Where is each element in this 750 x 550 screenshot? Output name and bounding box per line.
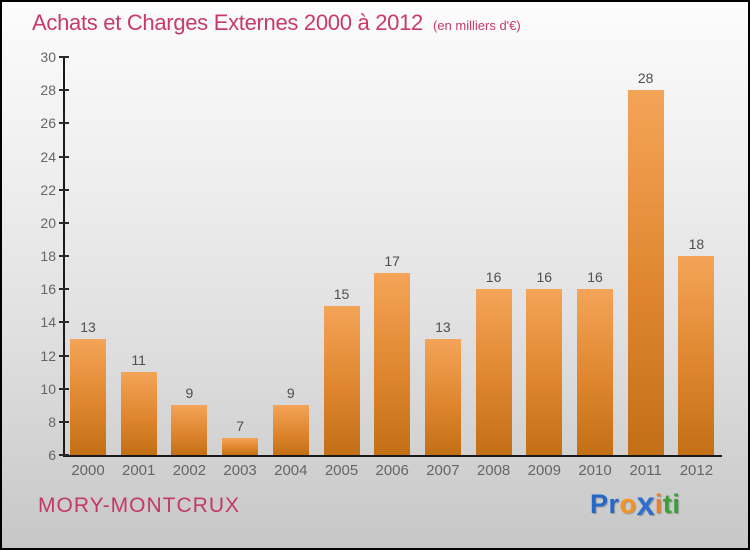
y-tick-label-12: 12	[40, 347, 56, 364]
y-tick-label-28: 28	[40, 82, 56, 99]
y-tick-label-24: 24	[40, 148, 56, 165]
x-label-2009: 2009	[527, 462, 561, 479]
logo-letter-0: P	[590, 489, 609, 519]
x-label-2004: 2004	[274, 462, 308, 479]
x-label-2007: 2007	[426, 462, 460, 479]
y-tick-10	[59, 387, 69, 390]
bar-value-2008: 16	[485, 269, 502, 286]
x-label-2010: 2010	[578, 462, 612, 479]
x-label-2000: 2000	[71, 462, 105, 479]
x-axis-line	[63, 455, 722, 457]
bar-value-2003: 7	[236, 418, 244, 435]
bar-value-2002: 9	[185, 385, 194, 402]
chart-subtitle: (en milliers d'€)	[432, 18, 521, 33]
bar-2007	[424, 338, 461, 455]
y-tick-label-26: 26	[40, 115, 56, 132]
y-tick-22	[59, 188, 69, 191]
bar-2010	[577, 289, 613, 455]
x-label-2008: 2008	[476, 462, 511, 479]
y-tick-16	[59, 288, 69, 291]
logo-letter-5: t	[662, 489, 673, 519]
y-tick-18	[59, 255, 69, 257]
bar-value-2000: 13	[80, 318, 96, 335]
bar-2011	[627, 90, 664, 455]
bar-2004	[272, 405, 309, 455]
x-label-2001: 2001	[122, 462, 156, 479]
y-tick-label-6: 6	[48, 447, 56, 463]
y-tick-30	[59, 56, 69, 58]
y-tick-12	[59, 354, 69, 357]
x-label-2005: 2005	[324, 462, 359, 479]
bar-value-2012: 18	[688, 236, 705, 252]
y-tick-20	[59, 221, 69, 224]
bar-2012	[678, 256, 715, 455]
bar-value-2006: 17	[384, 252, 400, 269]
bar-value-2010: 16	[587, 269, 603, 286]
bar-value-2001: 11	[131, 352, 146, 369]
chart-title: Achats et Charges Externes 2000 à 2012	[32, 10, 423, 35]
x-label-2002: 2002	[172, 462, 207, 479]
y-tick-label-16: 16	[40, 281, 56, 298]
logo-letter-4: i	[654, 489, 663, 519]
bar-value-2007: 13	[435, 318, 451, 335]
y-tick-label-20: 20	[40, 214, 56, 231]
x-label-2003: 2003	[223, 462, 257, 479]
x-label-2011: 2011	[629, 462, 662, 479]
bar-2003	[222, 438, 259, 455]
y-tick-24	[59, 155, 69, 158]
y-tick-label-14: 14	[40, 314, 56, 331]
bar-2002	[171, 405, 208, 455]
bar-2008	[475, 289, 512, 455]
bar-2001	[120, 372, 157, 455]
logo-letter-2: o	[619, 489, 637, 519]
bar-2009	[526, 289, 563, 455]
y-tick-label-18: 18	[40, 248, 56, 264]
bar-2005	[323, 305, 360, 455]
chart-header: Achats et Charges Externes 2000 à 2012 (e…	[32, 10, 521, 36]
bar-value-2011: 28	[637, 70, 654, 87]
y-tick-14	[59, 321, 69, 324]
y-tick-6	[59, 454, 69, 456]
y-tick-label-30: 30	[40, 49, 56, 65]
logo-letter-1: r	[608, 489, 620, 519]
y-tick-label-8: 8	[48, 413, 56, 430]
y-tick-28	[59, 89, 69, 92]
y-axis-line	[63, 57, 65, 457]
bar-2006	[374, 272, 411, 455]
bar-value-2009: 16	[536, 269, 553, 286]
bar-value-2005: 15	[333, 285, 350, 302]
proxiti-logo: Proxiti	[590, 485, 680, 523]
bar-value-2004: 9	[286, 385, 295, 402]
logo-letter-6: i	[672, 489, 681, 519]
y-tick-8	[59, 420, 69, 423]
bar-2000	[70, 338, 106, 455]
y-tick-label-22: 22	[40, 181, 56, 198]
x-label-2012: 2012	[679, 462, 714, 479]
x-label-2006: 2006	[375, 462, 409, 479]
commune-name: MORY-MONTCRUX	[38, 494, 241, 517]
logo-letter-3: x	[636, 485, 655, 522]
y-tick-26	[59, 122, 69, 125]
y-tick-label-10: 10	[40, 380, 56, 397]
